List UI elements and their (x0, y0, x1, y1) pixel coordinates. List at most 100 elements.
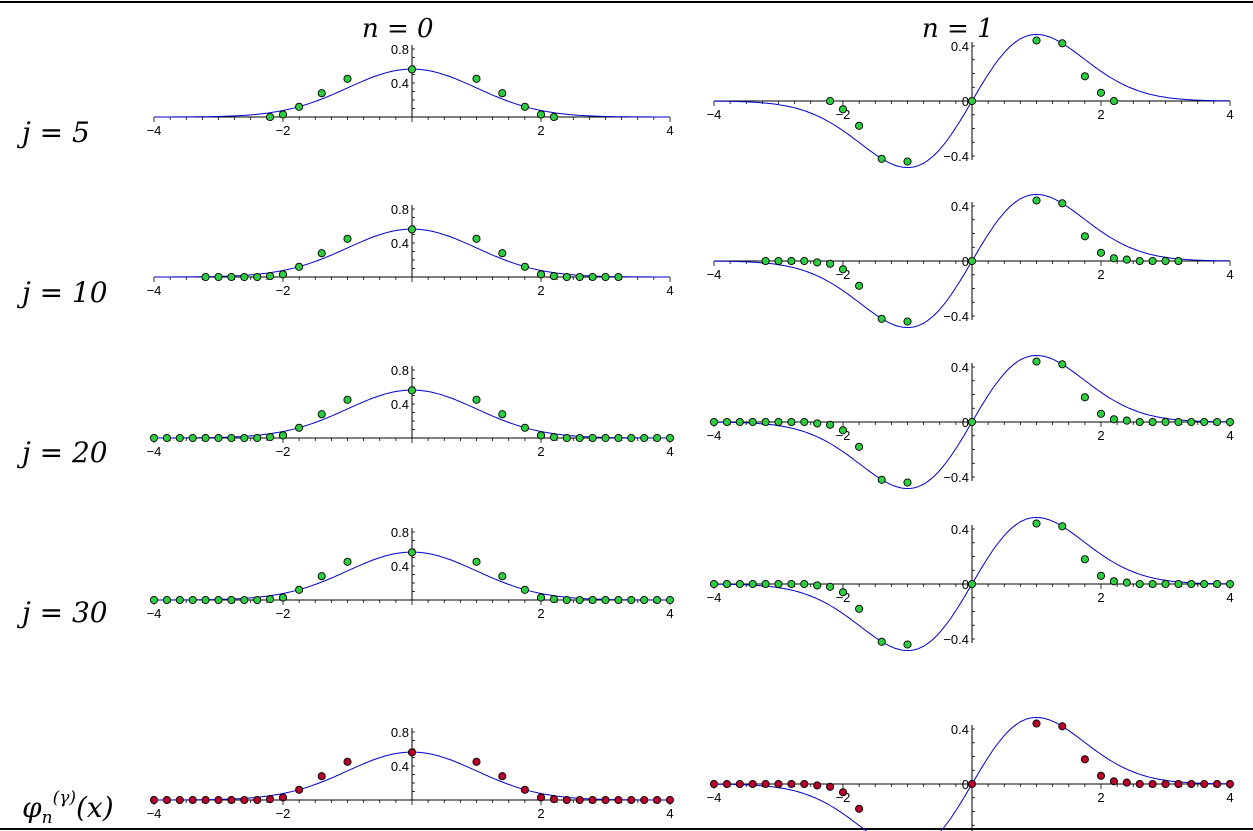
data-point (188, 795, 197, 805)
data-point (1213, 579, 1222, 589)
data-point (813, 581, 822, 590)
data-point (1080, 72, 1089, 81)
data-point (774, 779, 783, 789)
data-point (253, 433, 262, 443)
phi-argument: (x) (76, 791, 114, 824)
data-point (748, 417, 757, 427)
data-point (498, 772, 507, 781)
data-point (1096, 771, 1106, 780)
data-point (266, 795, 275, 804)
data-point (201, 795, 210, 805)
data-point (498, 410, 507, 419)
data-point (214, 433, 223, 443)
data-point (903, 317, 912, 326)
data-point (1032, 36, 1041, 45)
row-label-j10: j = 10 (22, 276, 108, 309)
column-header-n0: n = 0 (362, 14, 434, 44)
data-point (407, 548, 417, 557)
data-point (278, 593, 288, 602)
data-point (653, 795, 662, 805)
data-point (1187, 417, 1196, 427)
data-point (1148, 256, 1157, 266)
data-point (1135, 779, 1144, 789)
x-tick-label: 4 (1226, 267, 1233, 282)
data-point (748, 779, 757, 789)
data-point (562, 595, 571, 605)
data-point (1080, 555, 1089, 564)
data-point (735, 579, 744, 589)
x-tick-label: 2 (1097, 267, 1104, 282)
data-point (709, 417, 719, 427)
data-point (1135, 579, 1144, 589)
x-tick-label: 2 (537, 283, 544, 298)
y-tick-label: 0.4 (951, 722, 969, 737)
data-point (1122, 578, 1131, 587)
data-point (722, 579, 731, 589)
data-point (1174, 417, 1183, 427)
data-point (722, 417, 731, 427)
x-tick-label: −2 (276, 123, 291, 138)
data-point (295, 102, 304, 111)
data-point (472, 757, 481, 766)
y-tick-label: 0.8 (391, 363, 409, 378)
data-point (175, 433, 184, 443)
data-point (1213, 417, 1222, 427)
data-point (800, 779, 809, 789)
data-point (549, 272, 558, 281)
data-point (240, 795, 249, 805)
y-tick-label: 0.4 (951, 360, 969, 375)
data-point (838, 265, 848, 274)
data-point (588, 795, 597, 805)
data-point (877, 314, 886, 323)
data-point (1225, 779, 1235, 789)
bottom-rule (0, 828, 1253, 830)
x-tick-label: 2 (537, 444, 544, 459)
data-point (520, 785, 529, 794)
data-point (1187, 579, 1196, 589)
data-point (317, 572, 326, 581)
y-tick-label: −0.4 (943, 149, 969, 164)
data-point (317, 249, 326, 258)
data-point (826, 420, 835, 429)
data-point (855, 604, 864, 613)
data-point (903, 157, 912, 166)
data-point (761, 256, 770, 266)
data-point (214, 795, 223, 805)
data-point (614, 433, 623, 443)
x-tick-label: −2 (276, 444, 291, 459)
data-point (665, 795, 675, 805)
data-point (1174, 779, 1183, 789)
x-tick-label: 2 (537, 806, 544, 821)
row-label-j30: j = 30 (22, 596, 108, 629)
y-tick-label: 0 (962, 94, 969, 109)
data-point (1135, 256, 1144, 266)
data-point (266, 433, 275, 442)
data-point (826, 582, 835, 591)
data-point (295, 423, 304, 432)
row-label-j20: j = 20 (22, 436, 108, 469)
data-point (498, 89, 507, 98)
y-tick-label: 0 (962, 415, 969, 430)
data-point (295, 785, 304, 794)
x-tick-label: −2 (276, 806, 291, 821)
data-point (601, 795, 610, 805)
data-point (813, 419, 822, 428)
x-tick-label: −4 (707, 267, 722, 282)
data-point (201, 595, 210, 605)
data-point (536, 593, 546, 602)
data-point (343, 234, 352, 243)
data-point (967, 417, 977, 427)
y-tick-label: 0.4 (391, 559, 409, 574)
data-point (1032, 719, 1041, 728)
data-point (407, 386, 417, 395)
data-point (1200, 779, 1209, 789)
data-point (588, 595, 597, 605)
data-point (826, 96, 835, 106)
data-point (240, 595, 249, 605)
y-tick-label: 0 (962, 254, 969, 269)
data-point (536, 793, 546, 802)
x-tick-label: 2 (537, 606, 544, 621)
y-tick-label: −0.4 (943, 632, 969, 647)
data-point (748, 579, 757, 589)
